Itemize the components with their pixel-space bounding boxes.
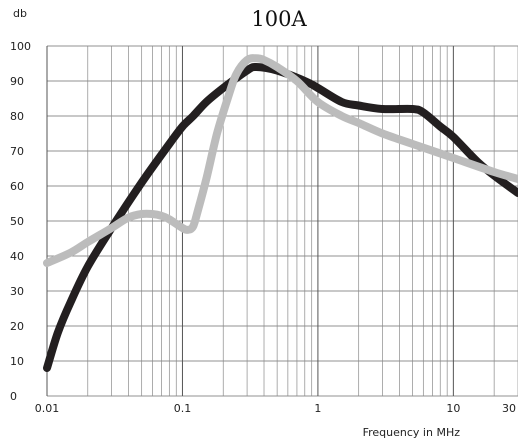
- x-tick-label: 1: [314, 402, 321, 415]
- y-tick-label: 60: [10, 180, 24, 193]
- x-tick-label: 30: [502, 402, 516, 415]
- x-tick-label: 10: [446, 402, 460, 415]
- x-tick-label: 0.01: [35, 402, 60, 415]
- y-tick-label: 90: [10, 75, 24, 88]
- y-tick-label: 0: [10, 390, 17, 403]
- y-tick-label: 50: [10, 215, 24, 228]
- y-tick-label: 40: [10, 250, 24, 263]
- y-tick-label: 20: [10, 320, 24, 333]
- x-tick-label: 0.1: [174, 402, 192, 415]
- y-axis-label: db: [13, 7, 27, 20]
- y-tick-label: 70: [10, 145, 24, 158]
- y-tick-label: 10: [10, 355, 24, 368]
- y-tick-label: 30: [10, 285, 24, 298]
- chart-title: 100A: [251, 7, 307, 31]
- y-tick-label: 100: [10, 40, 31, 53]
- y-tick-label: 80: [10, 110, 24, 123]
- x-axis-label: Frequency in MHz: [363, 426, 461, 439]
